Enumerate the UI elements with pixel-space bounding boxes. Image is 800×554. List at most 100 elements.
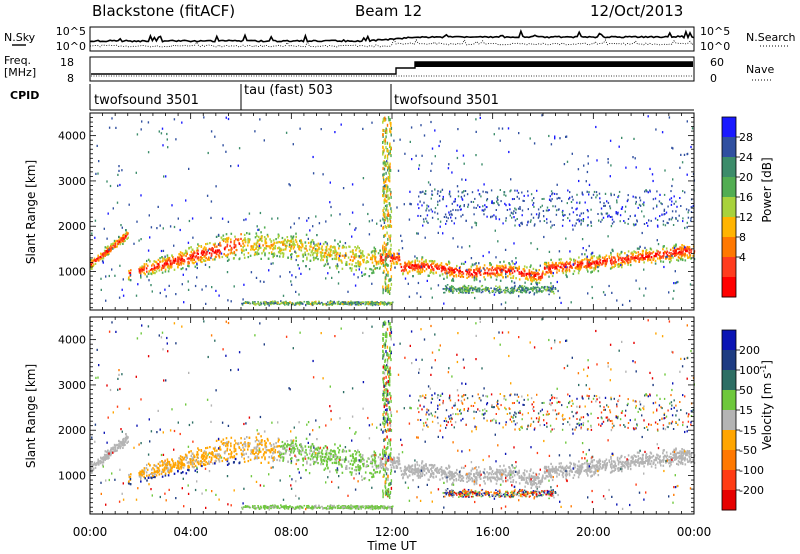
velocity-cell [397,463,400,466]
power-cell [382,259,385,262]
power-cell [298,301,301,304]
power-cell [275,238,277,241]
power-cell [572,228,574,231]
power-cell [577,265,579,268]
power-cell [191,217,194,220]
power-cell [598,260,601,263]
power-cell [623,260,626,263]
power-cell [499,279,502,282]
power-cell [329,201,331,204]
power-cell [338,255,341,258]
power-cell [550,289,552,292]
power-cell [167,146,169,149]
power-cell [511,271,514,275]
power-cell [186,252,188,255]
power-cell [475,130,477,133]
power-cell [466,268,468,271]
power-cell [263,236,266,239]
power-cell [382,288,384,292]
power-cell [470,257,473,260]
power-cell [325,247,328,250]
power-cell [452,237,454,240]
power-cell [602,216,605,219]
power-cell [170,266,172,269]
velocity-scatter-data [90,318,696,511]
power-cell [312,253,314,256]
power-cell [387,224,389,228]
power-cell [279,249,282,253]
power-cell [576,267,579,270]
power-cell [539,206,542,209]
power-cell [514,289,516,291]
power-cell [443,265,445,268]
power-cell [439,225,441,228]
power-cell [356,301,358,303]
power-cell [552,205,554,208]
power-cell [173,244,175,247]
power-cell [610,192,612,195]
power-cell [467,290,470,293]
power-cell [441,264,443,267]
power-cell [387,264,389,267]
power-cell [411,269,414,272]
power-cell [171,262,173,265]
power-cell [107,212,109,215]
power-cell [589,264,592,267]
velocity-cell [555,468,558,471]
velocity-cell [635,455,637,458]
power-cell [299,246,301,249]
power-cell [484,290,487,292]
velocity-cell [617,466,620,470]
power-cell [387,237,389,241]
power-cell [573,259,575,262]
power-cell [515,290,518,292]
power-cell [489,262,491,265]
power-cell [241,249,244,252]
power-cell [203,246,206,249]
power-cell [343,245,345,249]
power-cell [388,173,391,177]
power-cell [281,251,284,255]
power-cell [665,252,668,255]
power-cell [233,246,235,249]
power-cell [185,251,187,255]
power-cell [159,260,161,263]
power-cell [439,140,441,143]
power-cell [260,301,262,304]
power-cell [588,259,590,262]
power-cell [135,171,137,174]
velocity-cell [486,471,488,474]
power-cell [270,301,273,303]
power-cell [112,242,114,245]
power-cell [533,292,536,294]
power-cell [511,198,514,201]
power-cell [621,258,623,261]
power-cell [315,252,318,255]
power-cell [377,303,380,305]
power-cell [372,271,375,274]
velocity-cell [128,480,130,483]
power-cell [430,208,432,211]
power-cell [298,302,300,305]
colorbar-segment [722,277,736,298]
power-cell [532,271,535,274]
power-cell [122,278,124,281]
power-cell [662,245,665,248]
power-cell [389,150,391,153]
power-cell [264,304,266,306]
power-cell [155,270,158,273]
power-cell [127,236,129,239]
power-cell [340,301,342,304]
power-cell [504,264,507,267]
power-cell [505,276,507,279]
power-cell [274,244,277,248]
power-cell [159,224,161,227]
nsearch-label: N.Search [746,31,796,44]
power-cell [589,261,592,264]
power-cell [137,283,139,286]
power-cell [537,208,540,211]
power-cell [341,267,344,270]
power-cell [666,221,668,224]
power-cell [613,256,615,259]
power-cell [443,302,445,305]
